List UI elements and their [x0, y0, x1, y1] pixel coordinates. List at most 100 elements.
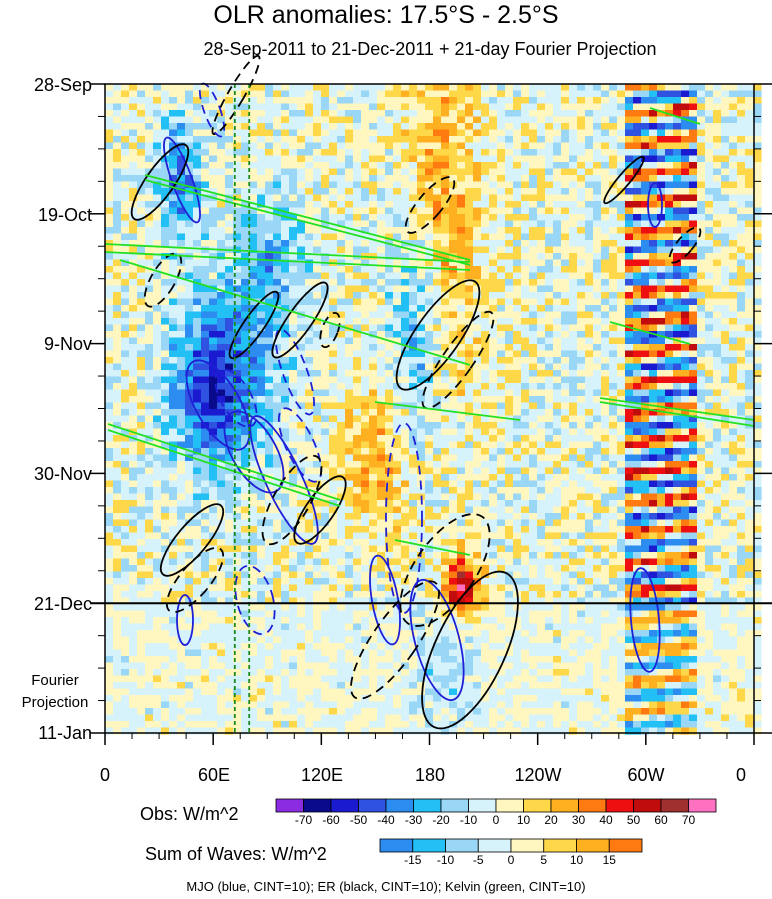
- er-contour: [603, 155, 645, 205]
- obs-colorbar-swatch: [275, 798, 304, 813]
- obs-colorbar-tick-label: 10: [516, 813, 531, 827]
- er-contour: [159, 503, 225, 577]
- kelvin-contour: [599, 397, 755, 421]
- mjo-contour: [629, 567, 661, 673]
- obs-colorbar-swatch: [440, 798, 469, 813]
- obs-colorbar-tick-label: -10: [459, 813, 478, 827]
- obs-colorbar-tick-label: -60: [322, 813, 340, 827]
- kelvin-contour: [374, 401, 521, 421]
- obs-colorbar-tick-label: 40: [599, 813, 613, 827]
- obs-colorbar-swatch: [605, 798, 634, 813]
- er-contour: [165, 546, 225, 614]
- obs-colorbar-swatch: [303, 798, 332, 813]
- er-contour: [395, 279, 481, 391]
- er-contour: [271, 281, 329, 359]
- mjo-contour: [385, 422, 423, 614]
- obs-colorbar-swatch: [578, 798, 607, 813]
- obs-colorbar-swatch: [413, 798, 442, 813]
- er-contour: [211, 54, 261, 136]
- waves-colorbar-swatch: [608, 838, 643, 853]
- kelvin-contour: [144, 174, 471, 261]
- er-contour: [293, 475, 347, 545]
- mjo-contour: [214, 368, 258, 428]
- obs-colorbar-tick-label: 50: [626, 813, 641, 827]
- mjo-contour: [234, 564, 276, 636]
- er-contour: [228, 290, 280, 360]
- x-tick-label: 120W: [514, 765, 562, 785]
- kelvin-contour: [104, 243, 471, 263]
- x-tick-label: 60E: [197, 765, 231, 785]
- mjo-contour: [277, 407, 323, 483]
- waves-colorbar-swatch: [576, 838, 610, 853]
- kelvin-contour: [609, 321, 691, 345]
- waves-colorbar-tick-label: 15: [602, 853, 616, 867]
- mjo-contour: [275, 328, 315, 416]
- er-contour: [668, 226, 702, 264]
- y-tick-label: 19-Oct: [37, 205, 92, 225]
- obs-colorbar-tick-label: 60: [654, 813, 668, 827]
- x-tick-label: 0: [735, 765, 746, 785]
- y-tick-label: 21-Dec: [33, 594, 92, 614]
- obs-colorbar-title: Obs: W/m^2: [140, 804, 239, 824]
- obs-colorbar-tick-label: 30: [571, 813, 586, 827]
- waves-colorbar-swatch: [379, 838, 414, 853]
- waves-colorbar-swatch: [510, 838, 545, 853]
- y-tick-label: 28-Sep: [33, 75, 92, 95]
- waves-colorbar-title: Sum of Waves: W/m^2: [145, 844, 327, 864]
- obs-colorbar-tick-label: 0: [492, 813, 500, 827]
- obs-colorbar-tick-label: -30: [404, 813, 423, 827]
- chart-subtitle: 28-Sep-2011 to 21-Dec-2011 + 21-day Four…: [203, 39, 657, 59]
- kelvin-contour: [649, 107, 701, 125]
- kelvin-contour: [144, 179, 471, 266]
- x-tick-label: 0: [99, 765, 110, 785]
- kelvin-contour: [107, 429, 341, 507]
- obs-colorbar-tick-label: 70: [681, 813, 696, 827]
- chart-title: OLR anomalies: 17.5°S - 2.5°S: [213, 1, 559, 29]
- waves-colorbar-tick-label: 10: [569, 853, 584, 867]
- obs-colorbar-swatch: [330, 798, 359, 813]
- obs-colorbar-swatch: [550, 798, 579, 813]
- obs-colorbar-swatch: [358, 798, 387, 813]
- y-tick-label: 11-Jan: [38, 723, 92, 743]
- obs-colorbar-swatch: [660, 798, 689, 813]
- waves-colorbar-tick-label: 0: [507, 853, 515, 867]
- obs-colorbar-tick-label: -20: [432, 813, 450, 827]
- er-contour: [261, 454, 323, 546]
- er-contour: [130, 143, 190, 221]
- obs-colorbar-tick-label: -40: [377, 813, 395, 827]
- waves-colorbar-tick-label: -5: [472, 853, 484, 867]
- er-contour: [319, 311, 341, 349]
- mjo-contour: [409, 578, 465, 702]
- contour-legend-footer: MJO (blue, CINT=10); ER (black, CINT=10)…: [186, 879, 586, 894]
- obs-colorbar-swatch: [468, 798, 497, 813]
- mjo-contour: [176, 594, 194, 646]
- y-tick-label: 30-Nov: [33, 464, 92, 484]
- mjo-contour: [647, 182, 663, 228]
- x-tick-label: 180: [414, 765, 446, 785]
- obs-colorbar-swatch: [688, 798, 717, 813]
- x-tick-label: 60W: [627, 765, 665, 785]
- mjo-contour: [185, 359, 251, 451]
- y-tick-label: 9-Nov: [43, 334, 92, 354]
- kelvin-contour: [119, 259, 471, 366]
- obs-colorbar-swatch: [385, 798, 414, 813]
- kelvin-contour: [104, 251, 471, 271]
- waves-colorbar-swatch: [445, 838, 479, 853]
- waves-colorbar-swatch: [543, 838, 577, 853]
- er-contour: [143, 252, 183, 308]
- fourier-projection-label: Fourier Projection: [21, 672, 89, 711]
- waves-colorbar-swatch: [412, 838, 446, 853]
- waves-colorbar-swatch: [477, 838, 512, 853]
- waves-colorbar-tick-label: -10: [436, 853, 455, 867]
- x-tick-label: 120E: [300, 765, 344, 785]
- kelvin-contour: [599, 401, 755, 427]
- kelvin-contour: [394, 539, 471, 556]
- mjo-contour: [163, 136, 201, 224]
- obs-colorbar-swatch: [495, 798, 524, 813]
- obs-colorbar-tick-label: -70: [294, 813, 313, 827]
- er-contour: [350, 580, 440, 700]
- obs-colorbar-tick-label: 20: [544, 813, 558, 827]
- obs-colorbar-swatch: [523, 798, 552, 813]
- kelvin-contour: [107, 423, 341, 501]
